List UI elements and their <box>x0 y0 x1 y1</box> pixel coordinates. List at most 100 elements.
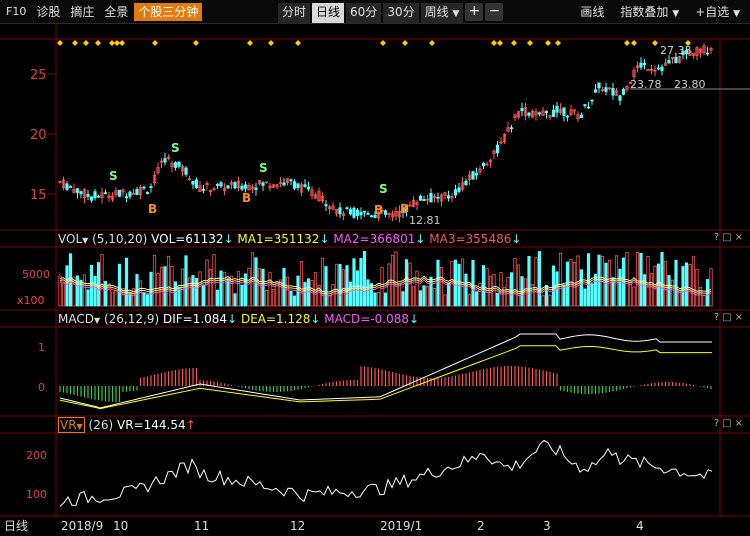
zoom-in-button[interactable]: + <box>465 3 484 21</box>
macd-indicator-dropdown[interactable]: MACD▼ <box>58 312 100 326</box>
event-diamond-icon <box>119 40 125 46</box>
volume-bar <box>61 282 66 307</box>
event-diamond-icon <box>152 40 158 46</box>
vr-panel-controls[interactable]: ?□× <box>713 418 746 429</box>
volume-bar <box>691 256 696 307</box>
volume-bar <box>709 268 713 307</box>
period-30min[interactable]: 30分 <box>383 3 419 23</box>
macd-panel-controls[interactable]: ?□× <box>713 312 746 323</box>
event-diamond-icon <box>429 40 435 46</box>
panorama-button[interactable]: 全景 <box>104 5 129 19</box>
vr-panel <box>59 439 713 507</box>
vr-indicator-dropdown[interactable]: VR▼ <box>58 417 85 433</box>
candle-body <box>618 95 622 101</box>
period-week-dropdown[interactable]: 周线 ▼ <box>420 3 464 23</box>
volume-bar <box>124 257 129 307</box>
volume-bar <box>271 288 276 307</box>
candle-body <box>649 68 654 71</box>
period-daily[interactable]: 日线 <box>312 3 345 23</box>
volume-bar <box>558 252 563 307</box>
down-arrow-icon: ↓ <box>511 232 522 246</box>
candle-body <box>187 178 192 181</box>
volume-bar <box>411 286 416 307</box>
bottom-period-label[interactable]: 日线 <box>4 519 28 533</box>
candle-body <box>219 182 223 187</box>
candle-body <box>635 65 640 68</box>
candle-body <box>677 56 682 63</box>
candle-body <box>401 207 405 213</box>
event-diamond-icon <box>685 40 691 46</box>
down-arrow-icon: ↓ <box>319 232 330 246</box>
volume-bar <box>233 293 237 307</box>
x-label-jan: 2019/1 <box>380 519 422 533</box>
candle-body <box>82 189 87 199</box>
candle-body <box>355 209 360 216</box>
x-label-feb: 2 <box>477 519 485 533</box>
candle-body <box>478 168 482 173</box>
candle-body <box>166 156 171 159</box>
period-60min[interactable]: 60分 <box>346 3 382 23</box>
candle-body <box>534 111 538 116</box>
x-label-mar: 3 <box>543 519 551 533</box>
volume-bar <box>345 265 349 307</box>
candle-body <box>614 90 619 96</box>
volume-bar <box>229 275 234 307</box>
event-diamond-icon <box>193 40 199 46</box>
down-arrow-icon: ↓ <box>223 232 234 246</box>
candle-body <box>191 180 195 185</box>
event-diamond-icon <box>380 40 386 46</box>
vol-params[interactable]: (5,10,20) <box>92 232 148 246</box>
candle-body <box>583 104 587 107</box>
volume-bar <box>352 258 356 307</box>
volume-bar <box>674 259 678 307</box>
candle-body <box>383 210 388 215</box>
candle-body <box>502 133 507 143</box>
week-label: 周线 <box>424 5 449 19</box>
volume-bar <box>474 291 479 307</box>
candle-body <box>135 189 139 195</box>
candle-body <box>600 89 605 92</box>
candle-body <box>621 88 626 95</box>
candle-body <box>194 179 199 188</box>
volume-bar <box>397 283 402 307</box>
high-price-label: 27.33 <box>660 44 692 57</box>
sell-signal: S <box>259 161 268 175</box>
candle-body <box>124 196 129 199</box>
volume-bar <box>551 265 556 307</box>
period-intraday[interactable]: 分时 <box>278 3 311 23</box>
draw-line-button[interactable]: 画线 <box>580 5 605 19</box>
f10-button[interactable]: F10 <box>6 5 27 18</box>
volume-bar <box>537 251 542 307</box>
candle-body <box>418 195 423 201</box>
zhai-button[interactable]: 摘庄 <box>70 5 95 19</box>
add-watchlist-dropdown[interactable]: +自选 ▼ <box>691 3 744 23</box>
candle-body <box>359 211 363 216</box>
macd-params[interactable]: (26,12,9) <box>103 312 160 326</box>
event-diamond-icon <box>511 40 517 46</box>
candle-body <box>471 171 475 180</box>
vol-unit: x100 <box>17 294 45 307</box>
zoom-out-button[interactable]: − <box>485 3 504 21</box>
candle-body <box>446 195 451 199</box>
volume-bar <box>436 259 440 307</box>
candle-body <box>334 208 339 214</box>
vol-indicator-dropdown[interactable]: VOL▼ <box>58 232 88 246</box>
candle-body <box>292 181 297 189</box>
volume-bar <box>684 262 689 307</box>
volume-bar <box>429 276 433 307</box>
candle-body <box>75 188 80 193</box>
candle-body <box>324 204 328 207</box>
volume-bar <box>320 257 325 307</box>
candle-body <box>425 198 430 201</box>
vol-panel-controls[interactable]: ?□× <box>713 232 746 243</box>
vr-params[interactable]: (26) <box>88 418 114 432</box>
index-overlay-dropdown[interactable]: 指数叠加 ▼ <box>616 3 683 23</box>
candle-body <box>506 127 510 132</box>
candle-body <box>380 209 384 212</box>
stock-three-min-button[interactable]: 个股三分钟 <box>134 3 203 21</box>
volume-bar <box>502 286 507 307</box>
diagnose-button[interactable]: 诊股 <box>36 5 61 19</box>
candle-body <box>436 196 440 199</box>
volume-ma-line <box>59 275 712 293</box>
